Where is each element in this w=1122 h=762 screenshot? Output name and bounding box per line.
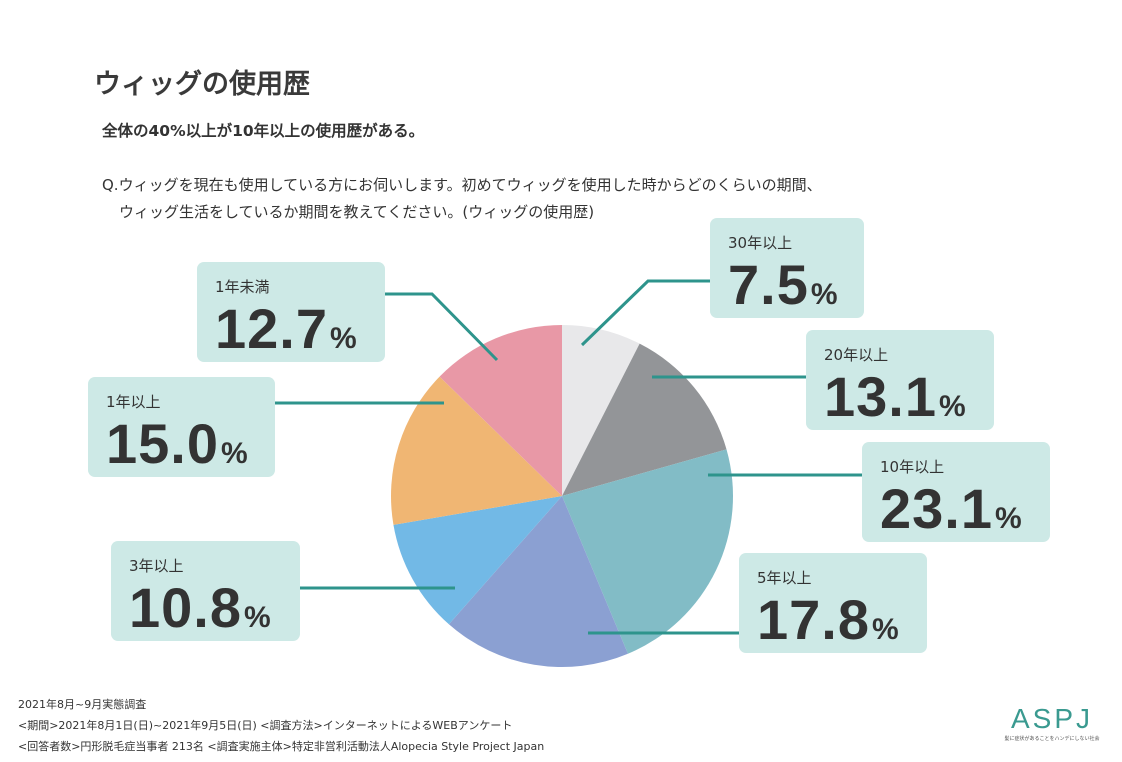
pie-slice — [448, 496, 628, 667]
summary: 全体の40%以上が10年以上の使用歴がある。 — [102, 122, 425, 140]
callout-30y: 30年以上 7.5% — [710, 218, 864, 318]
data-label: 12.7% — [215, 297, 358, 360]
slice-label: 10年以上 — [880, 458, 945, 476]
callout-3y: 3年以上 10.8% — [111, 541, 300, 641]
callout-20y: 20年以上 13.1% — [806, 330, 994, 430]
question: Q.ウィッグを現在も使用している方にお伺いします。初めてウィッグを使用した時から… — [102, 172, 822, 226]
data-label: 10.8% — [129, 576, 272, 639]
pie-slice — [562, 325, 640, 496]
callout-10y: 10年以上 23.1% — [862, 442, 1050, 542]
callout-1y: 1年以上 15.0% — [88, 377, 275, 477]
slice-label: 1年以上 — [106, 393, 161, 411]
question-line: Q.ウィッグを現在も使用している方にお伺いします。初めてウィッグを使用した時から… — [102, 176, 822, 194]
leader-line — [385, 292, 499, 362]
leader-line — [580, 279, 712, 347]
callout-5y: 5年以上 17.8% — [739, 553, 927, 653]
slice-label: 20年以上 — [824, 346, 889, 364]
footnote-line: <回答者数>円形脱毛症当事者 213名 <調査実施主体>特定非営利活動法人Alo… — [18, 740, 545, 753]
logo-tagline: 髪に症状があることをハンデにしない社会 — [1004, 736, 1100, 742]
footnote: 2021年8月~9月実態調査 <期間>2021年8月1日(日)~2021年9月5… — [18, 694, 544, 757]
aspj-logo: ASPJ 髪に症状があることをハンデにしない社会 — [1002, 703, 1102, 742]
slice-label: 1年未満 — [215, 278, 270, 296]
logo-mark: ASPJ — [1010, 703, 1094, 734]
callout-under-1y: 1年未満 12.7% — [197, 262, 385, 362]
pie-slice — [393, 496, 562, 625]
data-label: 23.1% — [880, 477, 1023, 540]
slice-label: 5年以上 — [757, 569, 812, 587]
slice-label: 3年以上 — [129, 557, 184, 575]
footnote-line: 2021年8月~9月実態調査 — [18, 698, 147, 711]
data-label: 15.0% — [106, 412, 249, 475]
pie-slice — [562, 343, 727, 496]
pie-slice — [390, 376, 562, 525]
slice-label: 30年以上 — [728, 234, 793, 252]
data-label: 13.1% — [824, 365, 967, 428]
data-label: 17.8% — [757, 588, 900, 651]
pie-slice — [439, 325, 562, 496]
footnote-line: <期間>2021年8月1日(日)~2021年9月5日(日) <調査方法>インター… — [18, 719, 513, 732]
question-line: ウィッグ生活をしているか期間を教えてください。(ウィッグの使用歴) — [119, 203, 595, 221]
data-label: 7.5% — [728, 253, 839, 316]
pie-slice — [562, 449, 733, 654]
page-title: ウィッグの使用歴 — [94, 69, 310, 100]
